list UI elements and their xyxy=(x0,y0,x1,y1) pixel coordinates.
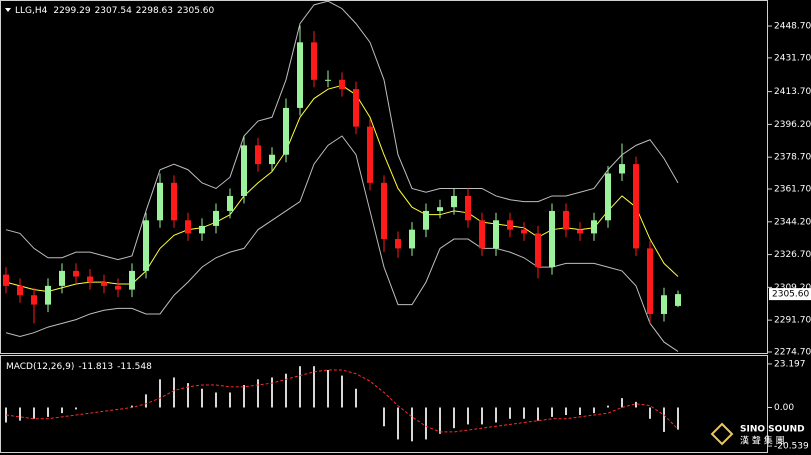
candle-body xyxy=(675,294,681,306)
candle-body xyxy=(129,270,135,290)
symbol: LLG,H4 xyxy=(15,6,48,16)
candle-body xyxy=(59,270,65,286)
candle-body xyxy=(73,270,79,277)
candle-body xyxy=(213,210,219,226)
chart-header: LLG,H4 2299.29 2307.54 2298.63 2305.60 xyxy=(15,6,215,16)
candle-body xyxy=(493,220,499,249)
last-price-marker xyxy=(769,288,811,301)
candle-body xyxy=(563,210,569,230)
candle-body xyxy=(17,285,23,296)
candle-body xyxy=(269,154,275,165)
close-value: 2305.60 xyxy=(177,6,214,16)
macd-value: -11.813 xyxy=(78,362,113,372)
y-tick-label: 2309.20 xyxy=(774,283,811,293)
candle-body xyxy=(647,248,653,314)
macd-name: MACD(12,26,9) xyxy=(6,362,74,372)
candle-body xyxy=(465,195,471,221)
open-value: 2299.29 xyxy=(53,6,90,16)
candle-body xyxy=(353,89,359,127)
candle-body xyxy=(605,173,611,221)
candle-body xyxy=(185,220,191,234)
candle-body xyxy=(479,220,485,249)
bollinger-band xyxy=(5,0,679,261)
y-tick-label: 0.00 xyxy=(774,403,794,413)
candle-body xyxy=(241,145,247,196)
macd-title: MACD(12,26,9) -11.813 -11.548 xyxy=(6,362,152,372)
last-price-label: 2305.60 xyxy=(772,290,809,300)
menu-arrow[interactable] xyxy=(5,8,11,12)
candle-body xyxy=(325,79,331,81)
candle-body xyxy=(577,229,583,234)
y-tick-label: 2431.70 xyxy=(774,53,811,63)
candle-body xyxy=(143,220,149,271)
candle-body xyxy=(507,220,513,230)
candle-body xyxy=(437,207,443,211)
candle-body xyxy=(339,79,345,90)
candle-body xyxy=(283,107,289,155)
y-tick-label: 2361.70 xyxy=(774,185,811,195)
signal-line xyxy=(5,369,679,433)
y-tick-label: 2291.70 xyxy=(774,316,811,326)
candle-body xyxy=(633,164,639,249)
candle-body xyxy=(423,210,429,230)
candle-body xyxy=(45,285,51,305)
candle-body xyxy=(661,295,667,314)
y-tick-label: 2448.70 xyxy=(774,22,811,32)
candle-body xyxy=(395,239,401,249)
candle-body xyxy=(255,145,261,165)
watermark-logo xyxy=(710,422,734,446)
candle-body xyxy=(535,233,541,268)
watermark-brand: SINO SOUND xyxy=(740,425,805,435)
watermark-chinese: 漢 聲 集 團 xyxy=(740,435,785,447)
candle-body xyxy=(297,42,303,108)
bollinger-band xyxy=(5,135,679,352)
y-tick-label: -20.539 xyxy=(774,442,809,452)
price-panel-frame xyxy=(0,0,768,354)
candle-body xyxy=(171,182,177,221)
y-tick-label: 2326.70 xyxy=(774,250,811,260)
low-value: 2298.63 xyxy=(136,6,173,16)
candle-body xyxy=(521,229,527,234)
candle-body xyxy=(311,42,317,80)
candle-body xyxy=(115,285,121,290)
candle-body xyxy=(3,274,9,286)
candle-body xyxy=(367,126,373,183)
candle-body xyxy=(381,182,387,240)
signal-value: -11.548 xyxy=(117,362,152,372)
y-tick-label: 2396.20 xyxy=(774,120,811,130)
candle-body xyxy=(199,225,205,234)
candle-body xyxy=(87,276,93,283)
y-tick-label: 2344.20 xyxy=(774,217,811,227)
candle-body xyxy=(619,164,625,174)
candle-body xyxy=(227,195,233,211)
watermark: SINO SOUND 漢 聲 集 團 xyxy=(710,422,805,447)
candle-body xyxy=(591,220,597,234)
y-tick-label: 2274.70 xyxy=(774,348,811,358)
candle-body xyxy=(31,295,37,305)
y-tick-label: 2413.70 xyxy=(774,87,811,97)
high-value: 2307.54 xyxy=(95,6,132,16)
y-tick-label: 23.197 xyxy=(774,359,806,369)
candle-body xyxy=(409,229,415,249)
candle-body xyxy=(101,282,107,286)
candle-body xyxy=(549,210,555,268)
candle-body xyxy=(451,195,457,208)
y-tick-label: 2378.70 xyxy=(774,153,811,163)
candle-body xyxy=(157,182,163,221)
macd-panel-frame xyxy=(0,355,768,453)
